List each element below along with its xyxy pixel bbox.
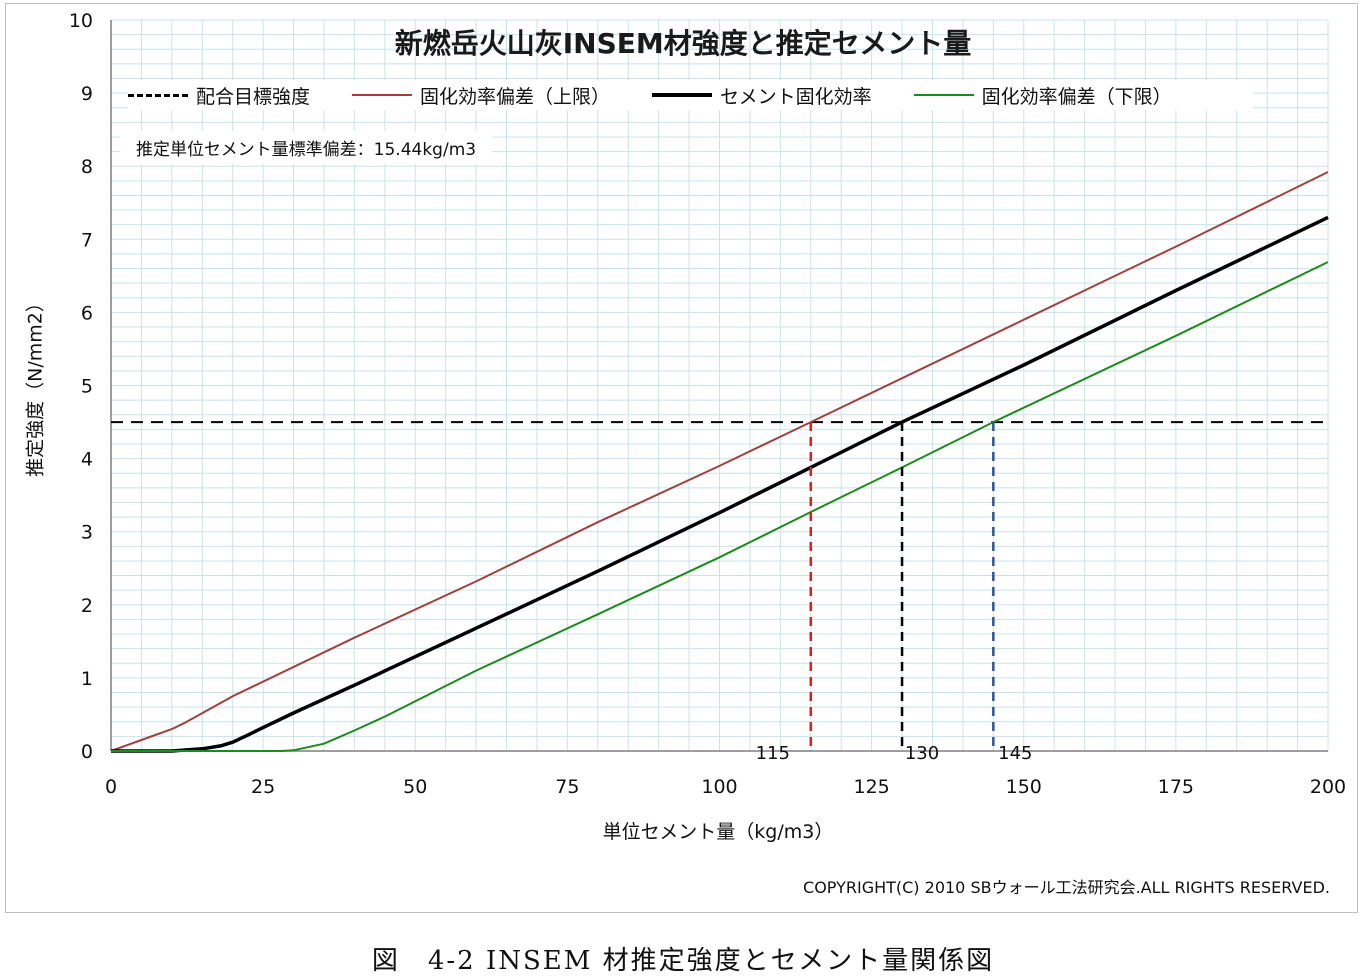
y-axis-title: 推定強度（N/mm2） (24, 293, 47, 477)
figure-caption: 図 4-2 INSEM 材推定強度とセメント量関係図 (371, 946, 995, 976)
legend-swatch-lower (913, 94, 974, 96)
series-upper-line (110, 171, 1329, 752)
copyright-notice: COPYRIGHT(C) 2010 SBウォール工法研究会.ALL RIGHTS… (803, 878, 1330, 897)
legend-item-lower: 固化効率偏差（下限） (913, 82, 1172, 109)
x-tick-label: 50 (403, 776, 427, 798)
legend-swatch-main (652, 93, 713, 97)
legend-item-upper: 固化効率偏差（上限） (352, 82, 610, 109)
x-tick-label: 100 (701, 776, 737, 798)
x-tick-label: 200 (1310, 776, 1346, 798)
y-tick-label: 0 (81, 741, 93, 763)
y-tick-label: 1 (81, 668, 93, 690)
legend-swatch-upper (352, 94, 413, 96)
legend-label-lower: 固化効率偏差（下限） (981, 85, 1172, 108)
legend-swatch-target (128, 93, 188, 97)
legend-label-main: セメント固化効率 (720, 85, 872, 108)
legend-item-target: 配合目標強度 (128, 82, 310, 109)
x-tick-label: 75 (555, 776, 579, 798)
y-tick-label: 2 (81, 595, 93, 617)
y-tick-label: 5 (81, 376, 93, 398)
y-tick-label: 9 (81, 83, 93, 105)
series-main-line (111, 215, 1329, 753)
y-tick-label: 4 (81, 449, 93, 471)
x-tick-label: 175 (1158, 776, 1194, 798)
x-tick-label: 125 (853, 776, 889, 798)
x-tick-label: 150 (1006, 776, 1042, 798)
ref-label-115: 115 (756, 743, 790, 764)
x-tick-label: 25 (251, 776, 275, 798)
y-tick-label: 8 (81, 156, 93, 178)
ref-label-130: 130 (905, 743, 939, 764)
x-tick-label: 0 (105, 776, 117, 798)
y-tick-label: 6 (81, 302, 93, 324)
series-lower-line (111, 261, 1329, 752)
legend: 配合目標強度 固化効率偏差（上限） セメント固化効率 固化効率偏差（下限） (128, 80, 1253, 110)
y-tick-label: 7 (81, 229, 93, 251)
stddev-annotation: 推定単位セメント量標準偏差：15.44kg/m3 (120, 131, 493, 164)
ref-label-145: 145 (998, 743, 1032, 764)
legend-label-upper: 固化効率偏差（上限） (420, 85, 611, 108)
y-tick-label: 10 (69, 10, 93, 32)
legend-label-target: 配合目標強度 (196, 85, 311, 108)
legend-item-main: セメント固化効率 (652, 82, 872, 109)
chart-title: 新燃岳火山灰INSEM材強度と推定セメント量 (394, 27, 972, 60)
x-axis-title: 単位セメント量（kg/m3） (602, 821, 834, 843)
y-tick-label: 3 (81, 522, 93, 544)
